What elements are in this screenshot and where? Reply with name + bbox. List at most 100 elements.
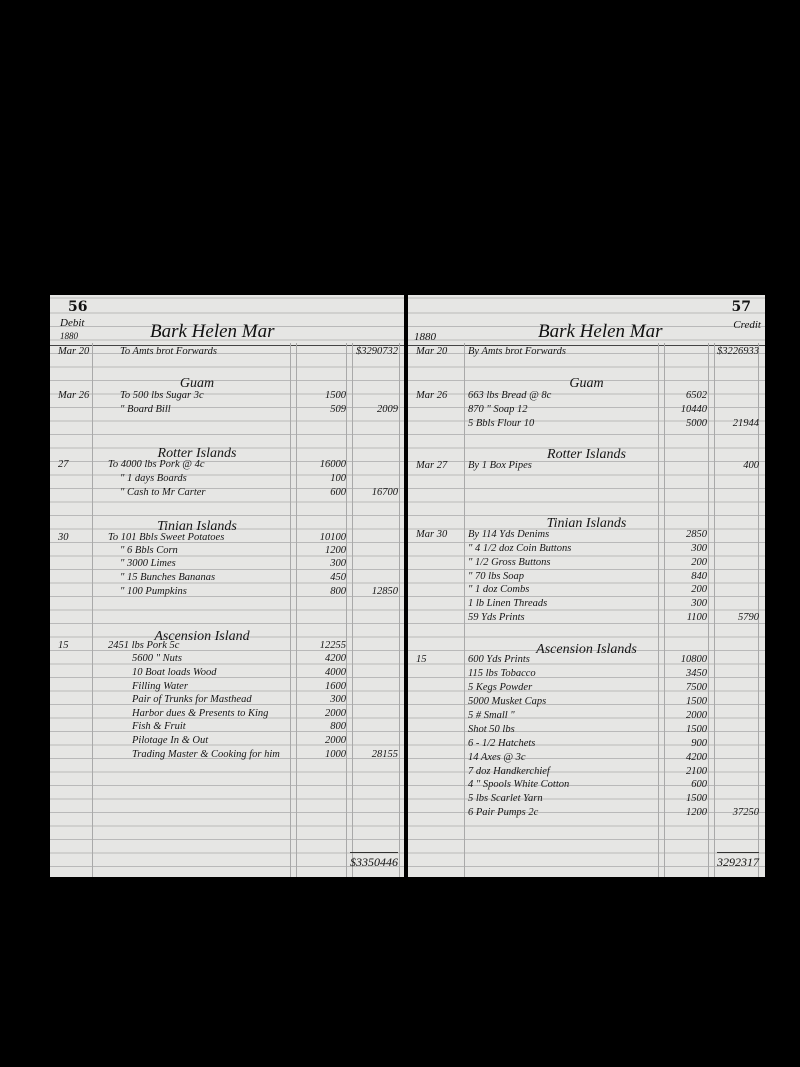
ledger-entry: 15 600 Yds Prints 10800 <box>408 653 765 667</box>
ledger-entry: 6 Pair Pumps 2c 1200 37250 <box>408 806 765 820</box>
entry-amount: 1500 <box>686 724 707 735</box>
entry-amount: 1100 <box>686 612 707 623</box>
column-rule <box>708 343 709 877</box>
entry-desc: " 3000 Limes <box>120 558 176 569</box>
ledger-entry: Mar 26 663 lbs Bread @ 8c 6502 <box>408 389 765 403</box>
entry-desc: 5 # Small " <box>468 710 515 721</box>
entry-amount: 800 <box>330 586 346 597</box>
entry-desc: Pair of Trunks for Masthead <box>132 694 252 705</box>
entry-amount: 1200 <box>686 807 707 818</box>
entry-amount: 1200 <box>325 545 346 556</box>
ledger-entry: 10 Boat loads Wood 4000 <box>50 666 404 680</box>
entry-amount: 600 <box>691 779 707 790</box>
entry-desc: 5000 Musket Caps <box>468 696 547 707</box>
entry-desc: " 70 lbs Soap <box>468 571 525 582</box>
entry-desc: " 1 days Boards <box>120 473 187 484</box>
entry-desc: 1 lb Linen Threads <box>468 598 548 609</box>
ledger-entry: 5 Bbls Flour 10 5000 21944 <box>408 417 765 431</box>
ledger-entry: " 3000 Limes 300 <box>50 557 404 571</box>
entry-amount: 4200 <box>686 752 707 763</box>
entry-total: 16700 <box>371 487 398 498</box>
side-label: Debit <box>60 317 85 329</box>
column-rule <box>399 343 400 877</box>
ledger-entry: 5600 " Nuts 4200 <box>50 652 404 666</box>
entry-amount: 2850 <box>686 529 707 540</box>
entry-date: Mar 20 <box>58 346 90 357</box>
entry-date: Mar 30 <box>416 529 448 540</box>
entry-amount: 2100 <box>686 766 707 777</box>
page-number: 57 <box>731 299 751 315</box>
entry-amount: 12255 <box>319 640 346 651</box>
entry-amount: 900 <box>691 738 707 749</box>
ledger-entry: 6 - 1/2 Hatchets 900 <box>408 737 765 751</box>
entry-amount: 1000 <box>325 749 346 760</box>
ledger-entry: " 1/2 Gross Buttons 200 <box>408 556 765 570</box>
section-heading: Ascension Islands <box>536 642 637 657</box>
column-rule <box>92 343 93 877</box>
entry-desc: To 101 Bbls Sweet Potatoes <box>108 532 225 543</box>
entry-desc: " Board Bill <box>120 404 171 415</box>
ledger-entry: 4 " Spools White Cotton 600 <box>408 778 765 792</box>
entry-total: 12850 <box>371 586 398 597</box>
column-rule <box>296 343 297 877</box>
entry-desc: To 4000 lbs Pork @ 4c <box>108 459 205 470</box>
ledger-entry: Pair of Trunks for Masthead 300 <box>50 693 404 707</box>
entry-desc: Shot 50 lbs <box>468 724 515 735</box>
column-rule <box>714 343 715 877</box>
section-heading: Guam <box>179 376 215 391</box>
entry-amount: 6502 <box>686 390 707 401</box>
entry-amount: 200 <box>691 557 707 568</box>
page-title: Bark Helen Mar <box>150 321 275 342</box>
entry-amount: 600 <box>330 487 346 498</box>
section-heading: Tinian Islands <box>157 519 237 534</box>
entry-amount: 800 <box>330 721 346 732</box>
entry-desc: " 15 Bunches Bananas <box>120 572 216 583</box>
entry-desc: 663 lbs Bread @ 8c <box>468 390 552 401</box>
section-heading: Ascension Island <box>154 629 250 644</box>
year: 1880 <box>60 331 78 341</box>
column-rule <box>290 343 291 877</box>
entry-desc: By 1 Box Pipes <box>468 460 532 471</box>
entry-desc: " 6 Bbls Corn <box>120 545 178 556</box>
side-label: Credit <box>733 319 761 331</box>
entry-amount: 509 <box>330 404 346 415</box>
entry-desc: 6 - 1/2 Hatchets <box>468 738 536 749</box>
entry-desc: 5 Bbls Flour 10 <box>468 418 535 429</box>
column-rule <box>464 343 465 877</box>
entry-amount: 450 <box>330 572 346 583</box>
ledger-entry: Pilotage In & Out 2000 <box>50 734 404 748</box>
entry-amount: 3450 <box>686 668 707 679</box>
entry-amount: 1500 <box>325 390 346 401</box>
entry-amount: 2000 <box>325 708 346 719</box>
header-rule <box>50 345 404 346</box>
entry-desc: By 114 Yds Denims <box>468 529 550 540</box>
entry-total: 21944 <box>732 418 759 429</box>
entry-desc: 115 lbs Tobacco <box>468 668 536 679</box>
entry-desc: 2451 lbs Pork 5c <box>108 640 180 651</box>
entry-date: 27 <box>58 459 69 470</box>
ledger-entry: " 1 days Boards 100 <box>50 472 404 486</box>
header-rule <box>408 345 765 346</box>
entry-desc: " Cash to Mr Carter <box>120 487 206 498</box>
entry-desc: " 4 1/2 doz Coin Buttons <box>468 543 572 554</box>
ledger-entry: 15 2451 lbs Pork 5c 12255 <box>50 639 404 653</box>
entry-amount: 300 <box>330 694 346 705</box>
ledger-entry: 115 lbs Tobacco 3450 <box>408 667 765 681</box>
entry-amount: 7500 <box>686 682 707 693</box>
entry-total: 5790 <box>738 612 759 623</box>
entry-amount: 300 <box>691 543 707 554</box>
ledger-entry: 59 Yds Prints 1100 5790 <box>408 611 765 625</box>
ledger-entry: 5000 Musket Caps 1500 <box>408 695 765 709</box>
entry-date: Mar 26 <box>58 390 90 401</box>
entry-amount: 300 <box>330 558 346 569</box>
entry-amount: 4000 <box>325 667 346 678</box>
ledger-entry: Mar 20 To Amts brot Forwards $3290732 <box>50 345 404 359</box>
entry-amount: 16000 <box>319 459 346 470</box>
ledger-entry: 870 " Soap 12 10440 <box>408 403 765 417</box>
ledger-entry: Fish & Fruit 800 <box>50 720 404 734</box>
page-title: Bark Helen Mar <box>538 321 663 342</box>
ledger-entry: 5 # Small " 2000 <box>408 709 765 723</box>
entry-desc: 10 Boat loads Wood <box>132 667 217 678</box>
section-heading: Guam <box>569 376 604 391</box>
ledger-entry: Mar 20 By Amts brot Forwards $3226933 <box>408 345 765 359</box>
